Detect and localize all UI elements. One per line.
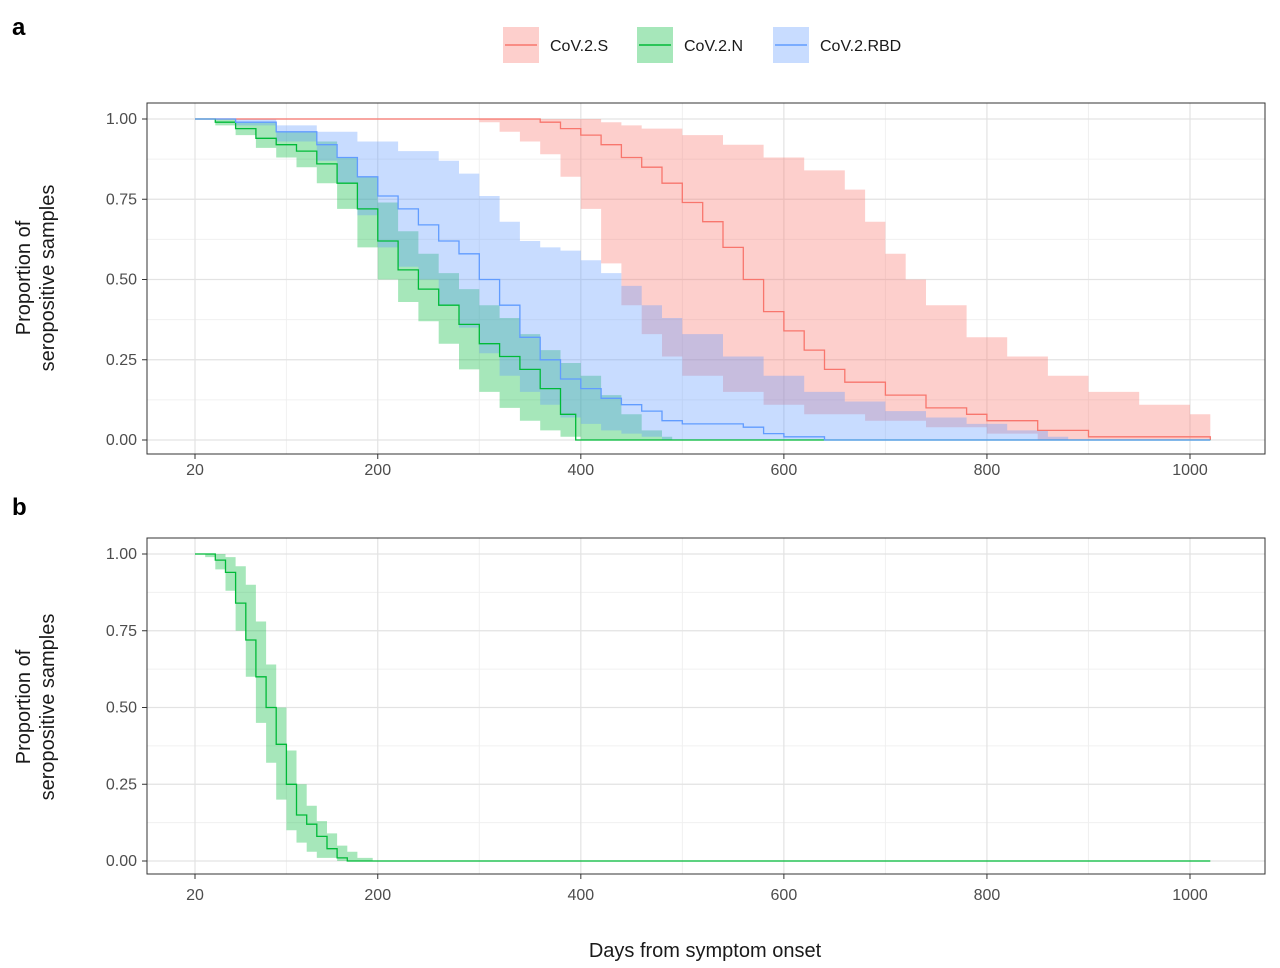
x-tick-label: 20 (186, 462, 204, 479)
x-tick-label: 1000 (1172, 462, 1208, 479)
y-tick-label: 0.75 (106, 623, 137, 640)
y-tick-label: 0.00 (106, 432, 137, 449)
panel-b-ribbons (195, 554, 1211, 861)
legend: CoV.2.S CoV.2.N CoV.2.RBD (503, 27, 901, 63)
y-tick-label: 0.50 (106, 272, 137, 289)
ribbon-cov-2-n (195, 554, 1211, 861)
y-tick-label: 0.25 (106, 776, 137, 793)
panel-a-letter: a (12, 14, 26, 41)
panel-a-ylabel-line2: seropositive samples (37, 185, 59, 372)
panel-b-lines (195, 553, 1211, 862)
panel-b-border (146, 537, 1266, 875)
panel-a-ticks: 20 200 400 600 800 1000 0.00 0.25 0.50 0.75 1.00 (106, 111, 1208, 479)
y-tick-label: 1.00 (106, 111, 137, 128)
legend-item-cov-2-s: CoV.2.S (503, 27, 608, 63)
panel-a-border (146, 102, 1266, 455)
y-tick-label: 0.00 (106, 853, 137, 870)
x-tick-label: 400 (567, 887, 594, 904)
ribbon-cov-2-rbd (195, 119, 1211, 440)
panel-b-ticks: 20 200 400 600 800 1000 0.00 0.25 0.50 0.75 1.00 (106, 546, 1208, 904)
x-tick-label: 20 (186, 887, 204, 904)
panel-b: 20 200 400 600 800 1000 0.00 0.25 0.50 0.75 1.00 P… (13, 537, 1266, 904)
panel-b-ylabel-line2: seropositive samples (37, 614, 59, 801)
legend-item-cov-2-n: CoV.2.N (637, 27, 743, 63)
series-line-cov-2-s (195, 118, 1211, 440)
panel-a-ylabel-line1: Proportion of (13, 220, 35, 335)
panel-a-lines (195, 118, 1211, 441)
x-tick-label: 1000 (1172, 887, 1208, 904)
y-tick-label: 1.00 (106, 546, 137, 563)
panel-a-background (147, 103, 1265, 454)
x-tick-label: 800 (974, 887, 1001, 904)
x-tick-label: 200 (364, 462, 391, 479)
x-tick-label: 800 (974, 462, 1001, 479)
panel-a: 20 200 400 600 800 1000 0.00 0.25 0.50 0.75 1.00 P… (13, 102, 1266, 479)
series-line-cov-2-n (195, 553, 1211, 862)
x-tick-label: 200 (364, 887, 391, 904)
x-axis-title: Days from symptom onset (589, 940, 822, 962)
series-line-cov-2-rbd (195, 118, 1211, 441)
y-tick-label: 0.25 (106, 352, 137, 369)
panel-b-ylabel-line1: Proportion of (13, 649, 35, 764)
series-line-cov-2-n (195, 118, 1211, 441)
y-tick-label: 0.50 (106, 700, 137, 717)
panel-b-background (147, 538, 1265, 874)
legend-item-cov-2-rbd: CoV.2.RBD (773, 27, 901, 63)
legend-label-cov-2-s: CoV.2.S (550, 38, 608, 55)
legend-label-cov-2-rbd: CoV.2.RBD (820, 38, 901, 55)
x-tick-label: 600 (771, 462, 798, 479)
panel-b-letter: b (12, 494, 27, 521)
x-tick-label: 600 (771, 887, 798, 904)
x-tick-label: 400 (567, 462, 594, 479)
legend-label-cov-2-n: CoV.2.N (684, 38, 743, 55)
y-tick-label: 0.75 (106, 191, 137, 208)
ribbon-cov-2-s (195, 119, 1211, 440)
